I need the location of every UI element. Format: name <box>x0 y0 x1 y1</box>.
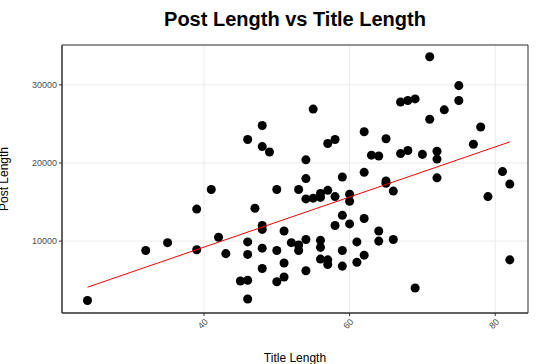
svg-text:20000: 20000 <box>32 158 57 168</box>
svg-text:30000: 30000 <box>32 80 57 90</box>
svg-text:10000: 10000 <box>32 236 57 246</box>
svg-text:Post Length: Post Length <box>8 147 11 211</box>
svg-text:80: 80 <box>487 317 501 331</box>
html-text:Post Length vs Title Length: Post Length vs Title Length <box>164 8 426 30</box>
svg-text:60: 60 <box>341 317 355 331</box>
svg-text:40: 40 <box>196 317 210 331</box>
svg-text:Title Length: Title Length <box>264 351 326 364</box>
